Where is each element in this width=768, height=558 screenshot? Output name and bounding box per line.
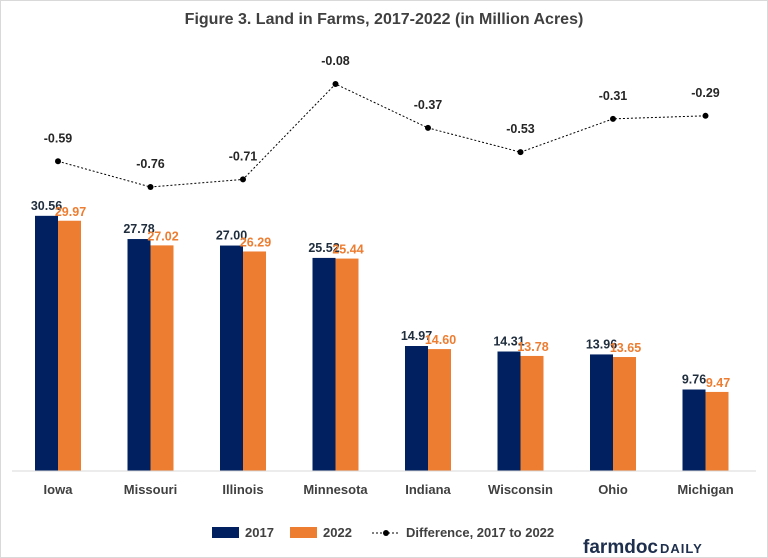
- difference-point-indiana: [425, 124, 431, 131]
- difference-label-wisconsin: -0.53: [506, 122, 535, 136]
- category-label-indiana: Indiana: [405, 482, 451, 497]
- bar-2022-iowa: [58, 220, 81, 471]
- chart-title: Figure 3. Land in Farms, 2017-2022 (in M…: [185, 11, 584, 28]
- difference-point-iowa: [55, 158, 61, 165]
- category-label-ohio: Ohio: [598, 482, 628, 497]
- bar-2017-ohio: [590, 354, 613, 471]
- bar-2022-wisconsin: [520, 355, 544, 471]
- bar-2022-missouri: [150, 245, 174, 471]
- data-label-2022-missouri: 27.02: [147, 229, 178, 243]
- brand-logo: farmdoc DAILY: [583, 537, 703, 558]
- difference-label-indiana: -0.37: [414, 98, 443, 112]
- bar-2022-ohio: [613, 357, 636, 471]
- data-label-2022-indiana: 14.60: [425, 333, 456, 347]
- bar-2022-illinois: [243, 251, 266, 471]
- data-label-2022-minnesota: 25.44: [332, 243, 363, 257]
- data-label-2017-ohio: 13.96: [586, 337, 617, 351]
- data-label-2017-indiana: 14.97: [401, 329, 432, 343]
- difference-point-illinois: [240, 176, 246, 183]
- category-labels: Iowa Missouri Illinois Minnesota Indiana Wisc…: [44, 482, 734, 497]
- data-label-2017-illinois: 27.00: [216, 229, 247, 243]
- category-label-minnesota: Minnesota: [303, 482, 368, 497]
- bar-2017-missouri: [127, 239, 151, 471]
- difference-label-illinois: -0.71: [229, 149, 258, 163]
- difference-label-ohio: -0.31: [599, 89, 628, 103]
- data-label-2017-wisconsin: 14.31: [493, 335, 524, 349]
- difference-line: [57, 83, 706, 188]
- legend-swatch-2022: [290, 527, 317, 538]
- legend-swatch-2017: [212, 527, 239, 538]
- bar-2017-iowa: [35, 215, 58, 471]
- data-label-2022-illinois: 26.29: [240, 235, 271, 249]
- difference-point-missouri: [147, 184, 154, 190]
- difference-label-iowa: -0.59: [44, 131, 73, 145]
- data-label-2022-wisconsin: 13.78: [517, 340, 548, 354]
- legend: 2017 2022 Difference, 2017 to 2022: [212, 525, 554, 540]
- category-label-iowa: Iowa: [44, 482, 74, 497]
- legend-label-difference: Difference, 2017 to 2022: [406, 525, 554, 540]
- difference-label-missouri: -0.76: [136, 157, 165, 171]
- bar-2017-illinois: [220, 245, 243, 471]
- brand-logo-part1: farmdoc: [583, 537, 658, 558]
- legend-label-2022: 2022: [323, 525, 352, 540]
- bar-2022-minnesota: [335, 258, 359, 471]
- difference-line-layer: -0.59 -0.76 -0.71 -0.08 -0.37 -0.53 -0.31 -0.29: [44, 54, 720, 190]
- bar-2022-indiana: [428, 349, 451, 471]
- bar-2017-minnesota: [312, 257, 336, 471]
- difference-label-minnesota: -0.08: [321, 54, 350, 68]
- data-label-2017-minnesota: 25.52: [308, 241, 339, 255]
- difference-label-michigan: -0.29: [691, 86, 720, 100]
- difference-point-michigan: [702, 112, 709, 119]
- difference-point-minnesota: [332, 81, 339, 87]
- data-label-2017-michigan: 9.76: [682, 373, 706, 387]
- data-label-2017-iowa: 30.56: [31, 199, 62, 213]
- difference-point-ohio: [610, 115, 616, 122]
- category-label-michigan: Michigan: [677, 482, 733, 497]
- bar-2017-wisconsin: [497, 351, 521, 471]
- legend-marker-difference: [383, 530, 389, 536]
- data-label-2022-michigan: 9.47: [706, 376, 730, 390]
- data-label-2017-missouri: 27.78: [123, 222, 154, 236]
- bar-2022-michigan: [705, 391, 729, 471]
- category-label-illinois: Illinois: [222, 482, 263, 497]
- bar-2017-michigan: [682, 389, 706, 471]
- brand-logo-part2: DAILY: [660, 541, 703, 556]
- category-label-missouri: Missouri: [124, 482, 177, 497]
- bar-2017-indiana: [405, 346, 428, 471]
- data-label-2022-ohio: 13.65: [610, 341, 641, 355]
- data-label-2022-iowa: 29.97: [55, 205, 86, 219]
- category-label-wisconsin: Wisconsin: [488, 482, 553, 497]
- legend-label-2017: 2017: [245, 525, 274, 540]
- difference-point-wisconsin: [517, 149, 524, 156]
